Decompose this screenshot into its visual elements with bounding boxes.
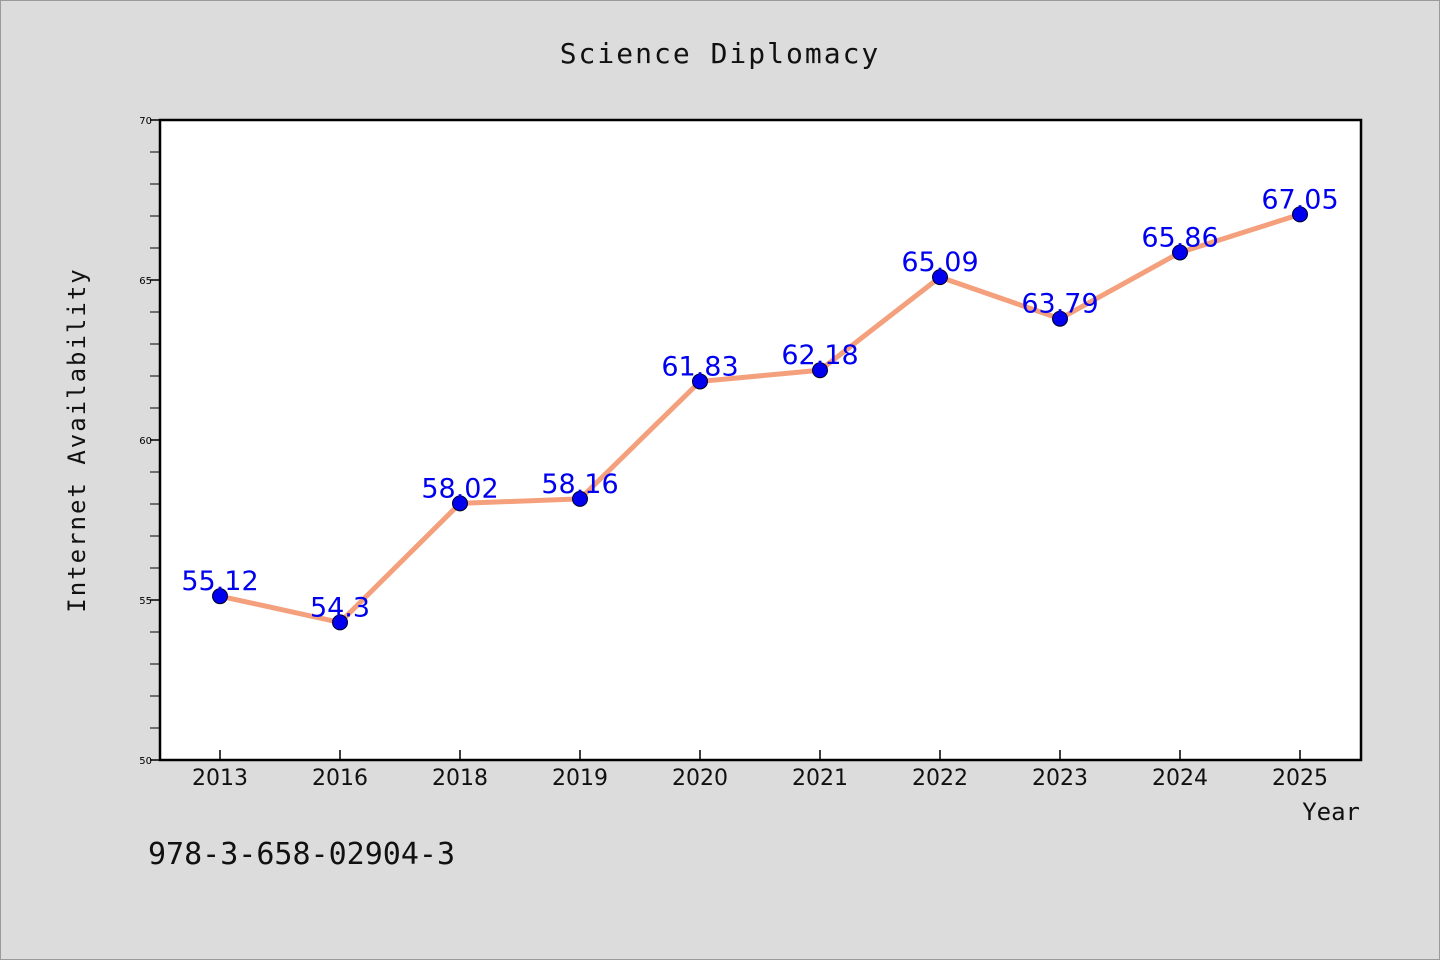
data-label: 67.05	[1261, 184, 1338, 215]
data-labels: 55.12 54.3 58.02 58.16 61.83 62.18 65.09 63.79 6…	[181, 184, 1338, 623]
data-label: 61.83	[661, 351, 738, 382]
x-tick-label: 2019	[552, 766, 608, 791]
x-tick-label: 2013	[192, 766, 248, 791]
data-markers	[212, 206, 1308, 631]
x-tick-label: 2016	[312, 766, 368, 791]
data-label: 65.09	[901, 247, 978, 278]
y-tick-label: 55	[139, 596, 152, 607]
y-tick-label: 60	[139, 436, 152, 447]
data-label: 54.3	[310, 592, 370, 623]
data-point	[1292, 206, 1308, 223]
data-label: 55.12	[181, 566, 258, 597]
y-tick-label: 50	[139, 756, 152, 767]
data-point	[932, 269, 948, 286]
series-line	[217, 211, 1303, 625]
x-axis-label: Year	[1302, 798, 1360, 826]
data-label: 58.16	[541, 469, 618, 500]
data-label: 62.18	[781, 340, 858, 371]
data-label: 63.79	[1021, 289, 1098, 320]
chart-title: Science Diplomacy	[560, 37, 881, 70]
x-tick-label: 2021	[792, 766, 848, 791]
x-tick-label: 2025	[1272, 766, 1328, 791]
x-tick-label: 2018	[432, 766, 488, 791]
y-tick-label: 65	[139, 276, 152, 287]
data-label: 65.86	[1141, 222, 1218, 253]
y-axis: 50 55 60 65 70	[139, 116, 160, 767]
x-tick-label: 2022	[912, 766, 968, 791]
data-point	[692, 373, 708, 390]
isbn-annotation: 978-3-658-02904-3	[148, 837, 455, 872]
data-point	[452, 495, 468, 512]
y-tick-label: 70	[139, 116, 152, 127]
data-label: 58.02	[421, 473, 498, 504]
x-axis: 2013 2016 2018 2019 2020 2021 2022 2023 2024 2025	[192, 750, 1328, 791]
data-point	[212, 588, 228, 605]
data-point	[1052, 310, 1068, 327]
x-tick-label: 2024	[1152, 766, 1208, 791]
data-point	[572, 490, 588, 507]
x-tick-label: 2020	[672, 766, 728, 791]
y-axis-label: Internet Availability	[63, 267, 91, 612]
plot-area	[158, 118, 1363, 762]
data-point	[332, 614, 348, 631]
data-point	[812, 362, 828, 379]
x-tick-label: 2023	[1032, 766, 1088, 791]
data-point	[1172, 244, 1188, 261]
